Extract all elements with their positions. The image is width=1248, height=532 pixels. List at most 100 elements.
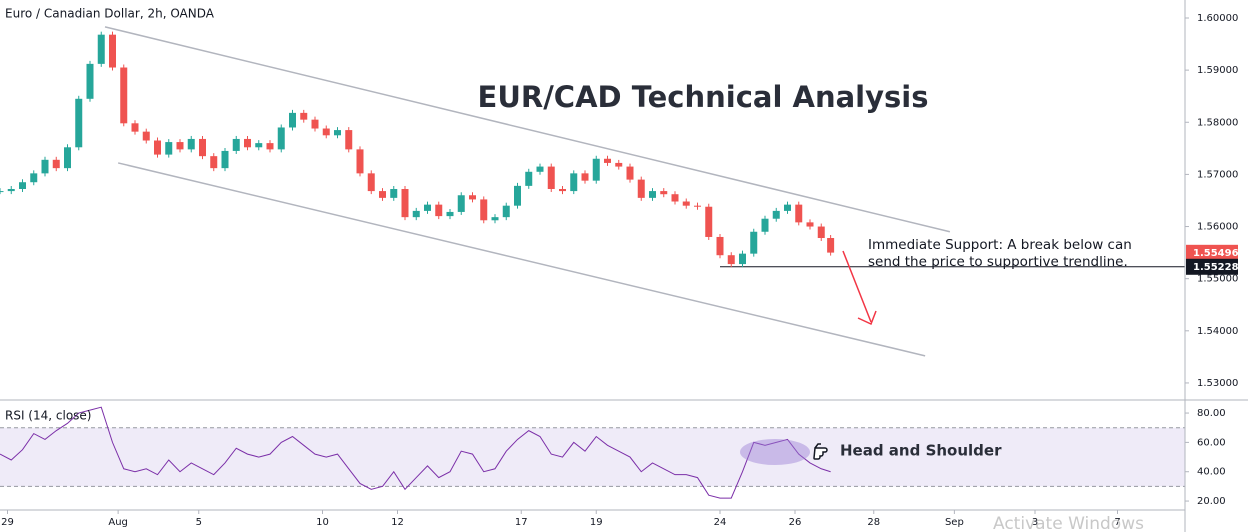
candle-body [806, 222, 814, 227]
watermark: Activate Windows [993, 514, 1144, 532]
candle-body [626, 166, 634, 180]
y-tick-label: 1.53000 [1197, 378, 1238, 389]
candle-body [750, 231, 758, 254]
candle-body [514, 185, 521, 206]
candle-body [0, 191, 4, 193]
candle-body [165, 142, 173, 155]
y-tick-label: 1.59000 [1197, 65, 1238, 76]
candle-body [97, 34, 105, 64]
candle-body [772, 210, 780, 219]
y-tick-label: 1.56000 [1197, 222, 1238, 233]
candle-body [424, 204, 431, 211]
candle-body [716, 236, 724, 256]
rsi-annotation: Head and Shoulder [840, 442, 1002, 460]
candle-body [525, 171, 533, 186]
y-tick-label: 1.54000 [1197, 326, 1238, 337]
candle-body [784, 204, 791, 211]
candle-body [345, 130, 353, 150]
rsi-band [0, 427, 1185, 487]
candle-body [682, 201, 690, 206]
candle-body [727, 255, 735, 265]
last-price-box [1186, 244, 1238, 261]
candle-body [19, 182, 26, 189]
x-tick-label: 3 [1032, 517, 1038, 528]
candle-body [435, 204, 443, 217]
candle-body [615, 162, 623, 167]
candle-body [255, 143, 263, 148]
x-tick-label: 12 [391, 517, 404, 528]
candle-body [660, 191, 668, 195]
candle-body [199, 138, 206, 157]
candle-body [244, 138, 251, 148]
x-tick-label: 24 [714, 517, 727, 528]
candle-body [817, 226, 825, 239]
candle-body [232, 138, 240, 151]
candle-body [491, 217, 499, 221]
candle-body [649, 191, 656, 198]
candle-body [176, 142, 184, 150]
candle-body [356, 149, 364, 174]
x-tick-label: Aug [108, 517, 128, 528]
candle-body [277, 127, 285, 150]
y-tick-label: 1.55000 [1197, 274, 1238, 285]
candle-body [827, 238, 835, 253]
support-label: 1.55228 [1193, 262, 1239, 273]
candle-body [604, 158, 611, 163]
x-tick-label: 17 [515, 517, 528, 528]
hand-icon [813, 443, 828, 460]
last-price-label: 1.55496 [1193, 248, 1239, 259]
candle-body [469, 195, 476, 200]
candle-body [30, 173, 38, 183]
x-tick-label: Sep [945, 517, 964, 528]
candle-body [446, 211, 454, 217]
candle-body [536, 166, 544, 172]
annotation: Immediate Support: A break below can [868, 237, 1132, 253]
arrow [842, 250, 877, 326]
candle-body [581, 173, 589, 181]
candle-body [457, 195, 465, 212]
candle-body [705, 206, 713, 237]
candle-body [120, 67, 128, 124]
y-tick-label: 80.00 [1197, 408, 1226, 419]
candle-body [739, 253, 746, 265]
candle-body [480, 199, 488, 221]
annotation: send the price to supportive trendline. [868, 254, 1128, 270]
candle-body [637, 179, 645, 198]
candle-body [7, 188, 15, 192]
rsi-line [0, 406, 831, 499]
candle-body [221, 150, 229, 169]
x-tick-label: 10 [316, 517, 329, 528]
y-tick-label: 20.00 [1197, 496, 1226, 507]
candle-body [379, 191, 386, 198]
x-tick-label: 26 [789, 517, 802, 528]
candle-body [390, 188, 398, 198]
candle-body [367, 173, 375, 192]
x-tick-label: 7 [1114, 517, 1120, 528]
candle-body [131, 123, 139, 132]
candle-body [142, 131, 150, 141]
candle-body [75, 98, 83, 148]
x-tick-label: 29 [1, 517, 14, 528]
candle-body [795, 204, 803, 223]
candle-body [592, 158, 600, 181]
candle-body [412, 210, 420, 218]
candle-body [289, 112, 296, 128]
candle-body [334, 130, 341, 136]
candle-body [300, 112, 308, 120]
candle-body [266, 143, 274, 150]
y-tick-label: 1.57000 [1197, 169, 1238, 180]
candle-body [86, 63, 94, 99]
y-tick-label: 1.58000 [1197, 117, 1238, 128]
candle-body [187, 138, 195, 150]
trendline [104, 26, 951, 233]
candle-body [154, 140, 161, 155]
x-tick-label: 28 [867, 517, 880, 528]
chart-title: Euro / Canadian Dollar, 2h, OANDA [5, 7, 215, 21]
candle-body [311, 119, 319, 129]
y-tick-label: 1.60000 [1197, 13, 1238, 24]
headline: EUR/CAD Technical Analysis [478, 80, 929, 114]
candle-body [547, 166, 555, 189]
highlight [740, 439, 810, 465]
candle-body [694, 205, 701, 207]
